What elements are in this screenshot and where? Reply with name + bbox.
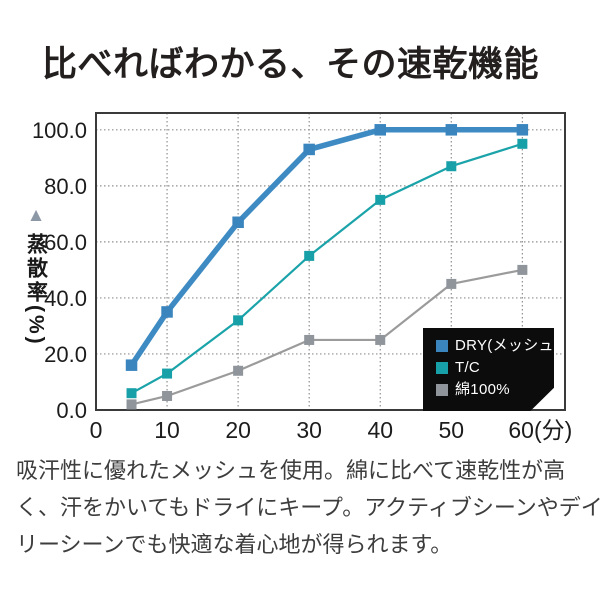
data-point-marker [232,216,244,229]
y-tick-label: 20.0 [44,342,87,367]
x-tick-label: 10 [154,417,180,443]
page-title: 比べればわかる、その速乾機能 [42,45,540,84]
data-point-marker [161,306,173,318]
legend-swatch-icon [436,339,448,352]
legend-swatch-icon [436,383,448,396]
data-point-marker [446,278,457,289]
description-line: く、汗をかいてもドライにキープ。アクティブシーンやデイ [16,495,600,520]
legend-item: T/C [436,358,548,377]
legend-item: DRY(メッシュ) [436,336,554,355]
x-tick-label: 50 [439,417,465,443]
data-point-marker [374,124,386,136]
plot-border [95,112,566,411]
legend: DRY(メッシュ) T/C 綿100% [423,328,554,411]
x-tick-label: 40 [367,417,393,443]
legend-label: DRY(メッシュ) [455,337,560,354]
x-tick-label: 20 [225,417,251,443]
data-point-marker [375,194,386,205]
data-point-marker [126,388,137,399]
description-line: 吸汗性に優れたメッシュを使用。綿に比べて速乾性が高 [16,458,566,483]
data-point-marker [446,161,457,172]
data-point-marker [517,264,528,275]
description-line: リーシーンでも快適な着心地が得られます。 [16,532,453,557]
legend-swatch-icon [436,361,448,374]
legend-label: 綿100% [455,381,510,398]
y-tick-label: 100.0 [32,118,87,143]
data-point-marker [162,390,173,401]
data-point-marker [303,143,315,156]
data-point-marker [516,124,529,136]
x-tick-label: 0 [90,417,103,443]
chart-area: 0.0 20.0 40.0 60.0 80.0 100.0 0 10 20 30 40 50 60(分)… [0,100,600,445]
data-point-marker [126,399,137,410]
data-point-marker [517,138,528,149]
data-point-marker [375,334,386,345]
data-point-marker [304,334,315,345]
line-chart: 0.0 20.0 40.0 60.0 80.0 100.0 0 10 20 30 40 50 60(分) [32,112,572,443]
y-axis-label: 蒸散率(%) [24,233,48,347]
y-axis-title: ▲ 蒸散率(%) [20,206,52,347]
y-tick-label: 80.0 [44,174,87,199]
y-tick-label: 40.0 [44,286,87,311]
data-point-marker [162,368,173,379]
data-point-marker [125,359,138,371]
y-tick-label: 60.0 [44,230,87,255]
y-tick-label: 0.0 [56,398,87,423]
description: 吸汗性に優れたメッシュを使用。綿に比べて速乾性が高 く、汗をかいてもドライにキー… [16,452,600,563]
data-point-marker [445,124,458,136]
x-tick-label: 60(分) [508,417,572,443]
legend-label: T/C [455,359,481,376]
data-point-marker [233,315,244,326]
data-point-marker [304,250,315,261]
data-point-marker [233,365,244,376]
triangle-up-icon: ▲ [26,205,46,226]
legend-item: 綿100% [436,380,548,399]
x-tick-label: 30 [296,417,322,443]
